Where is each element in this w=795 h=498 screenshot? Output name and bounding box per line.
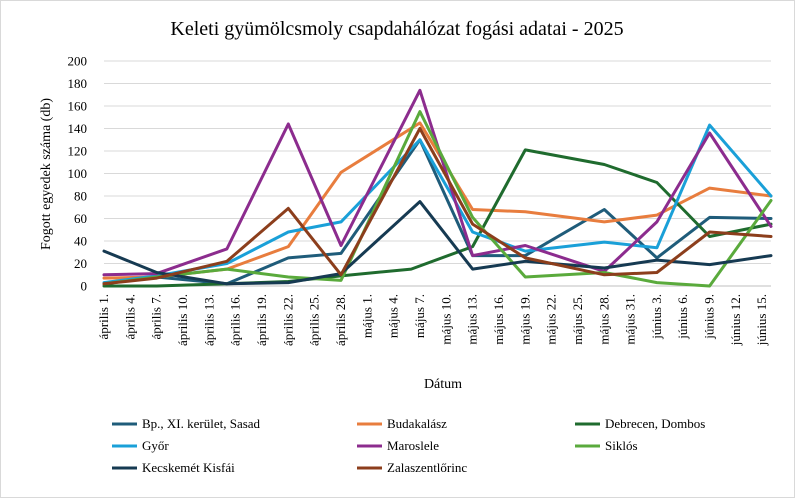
legend-label: Budakalász xyxy=(387,416,447,431)
series-line-6 xyxy=(102,110,773,288)
x-tick-label: május 7. xyxy=(412,294,427,338)
x-tick-label: június 6. xyxy=(675,294,690,340)
series-lines xyxy=(102,88,773,288)
x-tick-label: április 7. xyxy=(149,294,164,340)
x-tick-label: április 10. xyxy=(175,294,190,346)
y-tick-label: 140 xyxy=(68,121,88,136)
gridlines xyxy=(104,60,771,264)
x-tick-label: május 16. xyxy=(491,294,506,345)
y-tick-label: 160 xyxy=(68,99,88,114)
legend-label: Bp., XI. kerület, Sasad xyxy=(142,416,261,431)
series-line-3 xyxy=(102,148,773,288)
legend-label: Kecskemét Kisfái xyxy=(142,460,235,475)
y-tick-label: 80 xyxy=(74,189,87,204)
x-tick-label: április 1. xyxy=(96,294,111,340)
x-tick-label: május 10. xyxy=(438,294,453,345)
x-tick-label: április 19. xyxy=(254,294,269,346)
x-tick-label: április 28. xyxy=(333,294,348,346)
x-tick-label: április 4. xyxy=(122,294,137,340)
x-tick-label: május 13. xyxy=(465,294,480,345)
series-line-8 xyxy=(102,127,773,286)
x-tick-label: május 4. xyxy=(386,294,401,338)
chart-title: Keleti gyümölcsmoly csapdahálózat fogási… xyxy=(170,18,623,40)
y-tick-label: 60 xyxy=(74,211,87,226)
x-tick-label: május 22. xyxy=(544,294,559,345)
x-tick-label: május 25. xyxy=(570,294,585,345)
y-axis-ticks: 0 20 40 60 80 100 120 140 160 180 200 xyxy=(68,54,88,294)
legend-label: Maroslele xyxy=(387,438,439,453)
x-tick-label: június 12. xyxy=(728,294,743,346)
legend-label: Siklós xyxy=(605,438,638,453)
x-tick-label: április 25. xyxy=(307,294,322,346)
legend-label: Zalaszentlőrinc xyxy=(387,460,467,475)
x-tick-label: április 22. xyxy=(280,294,295,346)
x-tick-label: május 28. xyxy=(596,294,611,345)
x-tick-label: május 1. xyxy=(359,294,374,338)
y-tick-label: 200 xyxy=(68,54,88,69)
x-axis-label: Dátum xyxy=(424,377,462,392)
legend-label: Debrecen, Dombos xyxy=(605,416,705,431)
series-line-5 xyxy=(102,88,773,277)
y-tick-label: 180 xyxy=(68,76,88,91)
legend-label: Győr xyxy=(142,438,169,453)
x-tick-label: június 15. xyxy=(754,294,769,346)
y-tick-label: 40 xyxy=(74,234,87,249)
y-axis-label: Fogott egyedek száma (db) xyxy=(39,98,54,250)
x-tick-label: április 16. xyxy=(228,294,243,346)
series-line-7 xyxy=(102,200,773,286)
x-axis-ticks: április 1. április 4. április 7. április 10… xyxy=(96,294,769,346)
y-tick-label: 100 xyxy=(68,166,88,181)
y-tick-label: 0 xyxy=(81,279,88,294)
legend: Bp., XI. kerület, Sasad Budakalász Debrece… xyxy=(112,416,705,475)
x-tick-label: június 3. xyxy=(649,294,664,340)
x-tick-label: április 13. xyxy=(201,294,216,346)
y-tick-label: 120 xyxy=(68,144,88,159)
x-tick-label: május 19. xyxy=(517,294,532,345)
y-tick-label: 20 xyxy=(74,256,87,271)
x-tick-label: június 9. xyxy=(702,294,717,340)
x-tick-label: május 31. xyxy=(623,294,638,345)
